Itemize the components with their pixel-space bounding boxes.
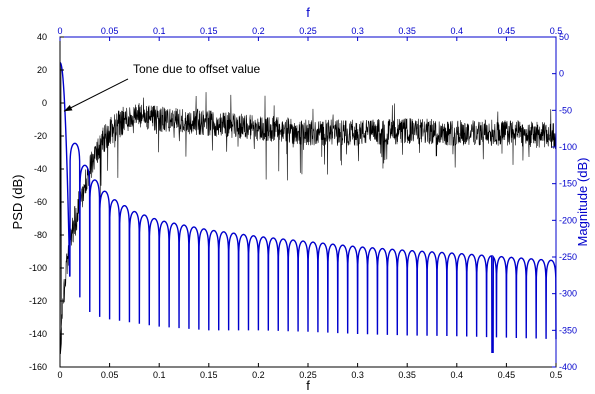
top-tick-label: 0.45 bbox=[498, 26, 516, 36]
left-tick-label: 0 bbox=[42, 98, 47, 108]
bottom-tick-label: 0.05 bbox=[101, 370, 119, 380]
right-tick-label: -350 bbox=[559, 325, 577, 335]
right-tick-label: -100 bbox=[559, 142, 577, 152]
x-axis-label-top: f bbox=[306, 5, 310, 20]
axis-ticks: 0 0.05 0.1 0.15 0.2 0.25 0.3 0.35 0.4 0.45 0.5 0 0.0… bbox=[29, 26, 577, 380]
bottom-tick-label: 0.2 bbox=[252, 370, 265, 380]
top-tick-label: 0.2 bbox=[252, 26, 265, 36]
bottom-tick-label: 0 bbox=[57, 370, 62, 380]
top-tick-label: 0.15 bbox=[200, 26, 218, 36]
y-axis-label-right: Magnitude (dB) bbox=[575, 158, 590, 247]
bottom-tick-label: 0.1 bbox=[153, 370, 166, 380]
top-tick-label: 0.05 bbox=[101, 26, 119, 36]
left-tick-label: -120 bbox=[29, 296, 47, 306]
left-tick-label: -140 bbox=[29, 329, 47, 339]
right-tick-label: -400 bbox=[559, 362, 577, 372]
bottom-tick-label: 0.5 bbox=[550, 370, 563, 380]
left-tick-label: 40 bbox=[37, 32, 47, 42]
top-tick-label: 0.1 bbox=[153, 26, 166, 36]
right-tick-label: -200 bbox=[559, 215, 577, 225]
bottom-tick-label: 0.45 bbox=[498, 370, 516, 380]
bottom-tick-label: 0.35 bbox=[398, 370, 416, 380]
top-tick-label: 0.4 bbox=[451, 26, 464, 36]
left-tick-label: -40 bbox=[34, 164, 47, 174]
annotation-arrowhead bbox=[63, 104, 73, 112]
magnitude-series-line bbox=[59, 61, 557, 354]
left-tick-label: -20 bbox=[34, 131, 47, 141]
top-tick-label: 0.5 bbox=[550, 26, 563, 36]
right-tick-label: -250 bbox=[559, 252, 577, 262]
annotation-arrow bbox=[63, 78, 129, 112]
annotation-text: Tone due to offset value bbox=[133, 62, 261, 76]
right-tick-label: -300 bbox=[559, 289, 577, 299]
top-tick-label: 0.3 bbox=[351, 26, 364, 36]
bottom-tick-label: 0.3 bbox=[351, 370, 364, 380]
right-tick-label: 0 bbox=[559, 69, 564, 79]
x-axis-label-bottom: f bbox=[306, 378, 310, 393]
top-tick-label: 0.35 bbox=[398, 26, 416, 36]
annotation-group: Tone due to offset value bbox=[63, 62, 261, 112]
bottom-tick-label: 0.25 bbox=[299, 370, 317, 380]
left-tick-label: 20 bbox=[37, 65, 47, 75]
top-tick-label: 0.25 bbox=[299, 26, 317, 36]
left-tick-label: -160 bbox=[29, 362, 47, 372]
left-tick-label: -100 bbox=[29, 263, 47, 273]
right-tick-label: -150 bbox=[559, 179, 577, 189]
plot-area bbox=[59, 61, 557, 355]
psd-series-line bbox=[59, 63, 557, 355]
left-tick-label: -60 bbox=[34, 197, 47, 207]
bottom-tick-label: 0.4 bbox=[451, 370, 464, 380]
left-tick-label: -80 bbox=[34, 230, 47, 240]
y-axis-label-left: PSD (dB) bbox=[10, 175, 25, 230]
right-tick-label: -50 bbox=[559, 105, 572, 115]
right-tick-label: 50 bbox=[559, 32, 569, 42]
bottom-tick-label: 0.15 bbox=[200, 370, 218, 380]
top-tick-label: 0 bbox=[57, 26, 62, 36]
